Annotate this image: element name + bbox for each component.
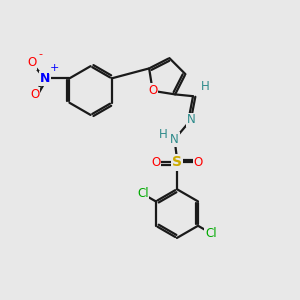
Text: Cl: Cl xyxy=(137,187,148,200)
Text: N: N xyxy=(187,113,195,127)
Text: O: O xyxy=(151,156,160,169)
Text: +: + xyxy=(50,63,59,73)
Text: Cl: Cl xyxy=(205,227,217,240)
Text: S: S xyxy=(172,155,182,170)
Text: N: N xyxy=(170,133,179,146)
Text: O: O xyxy=(148,84,157,97)
Text: -: - xyxy=(39,49,43,59)
Text: H: H xyxy=(200,80,209,93)
Text: O: O xyxy=(194,156,203,169)
Text: O: O xyxy=(30,88,39,101)
Text: N: N xyxy=(40,72,50,85)
Text: O: O xyxy=(27,56,36,69)
Text: H: H xyxy=(159,128,168,141)
